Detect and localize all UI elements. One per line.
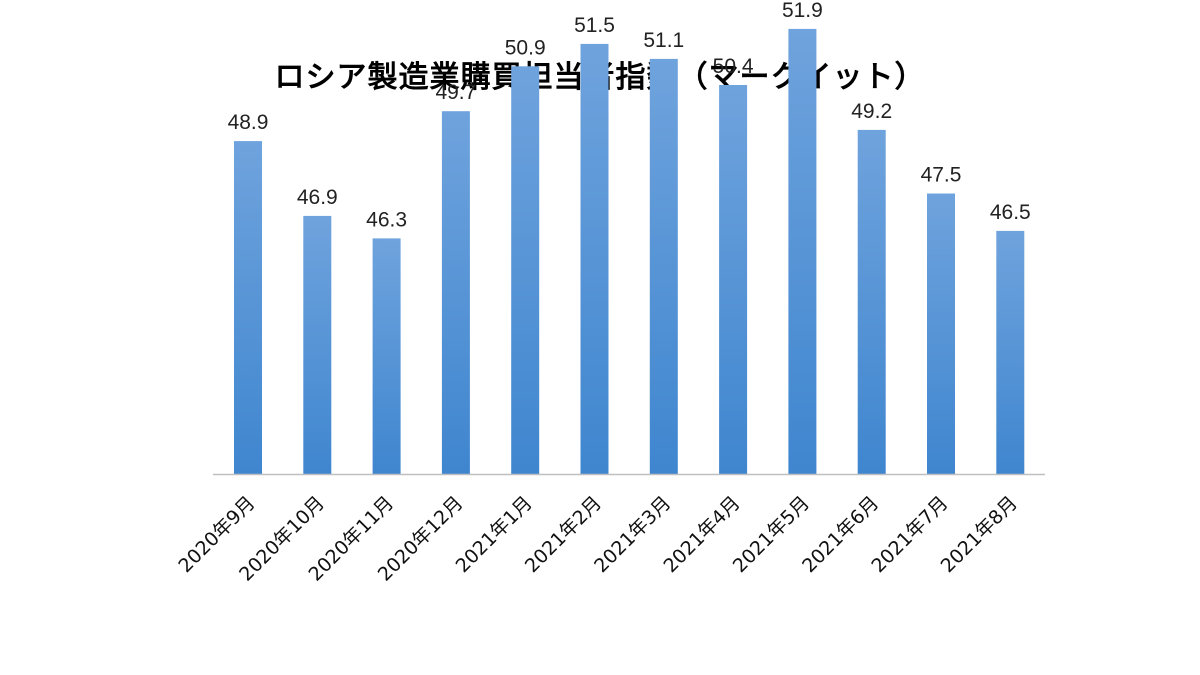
bar-4 <box>441 111 470 474</box>
value-label-5: 50.9 <box>505 36 546 59</box>
bar-1 <box>234 141 262 474</box>
bar-10 <box>857 129 886 474</box>
bar-11 <box>927 193 955 474</box>
bar-2 <box>303 215 332 474</box>
bar-5 <box>511 66 540 475</box>
value-label-6: 51.5 <box>574 14 615 37</box>
bar-9 <box>788 28 817 475</box>
bar-6 <box>580 43 609 475</box>
bar-3 <box>372 238 401 474</box>
value-label-10: 49.2 <box>851 100 892 123</box>
bar-7 <box>649 58 678 475</box>
value-label-3: 46.3 <box>366 208 407 231</box>
value-label-1: 48.9 <box>228 111 269 134</box>
bar-12 <box>996 230 1025 474</box>
value-label-11: 47.5 <box>921 164 962 187</box>
value-label-2: 46.9 <box>297 186 338 209</box>
value-label-4: 49.7 <box>435 81 476 104</box>
value-labels-group: 48.9 46.9 46.3 49.7 50.9 51.5 51.1 50.4 51.9 49.2… <box>228 0 1031 231</box>
value-label-7: 51.1 <box>643 29 684 52</box>
bars-group <box>234 28 1025 475</box>
x-tick-labels-group: 2020年9月2020年10月2020年11月2020年12月2021年1月20… <box>174 492 1021 586</box>
bar-8 <box>719 85 748 474</box>
value-label-8: 50.4 <box>713 55 754 78</box>
value-label-9: 51.9 <box>782 0 823 22</box>
value-label-12: 46.5 <box>990 201 1031 224</box>
